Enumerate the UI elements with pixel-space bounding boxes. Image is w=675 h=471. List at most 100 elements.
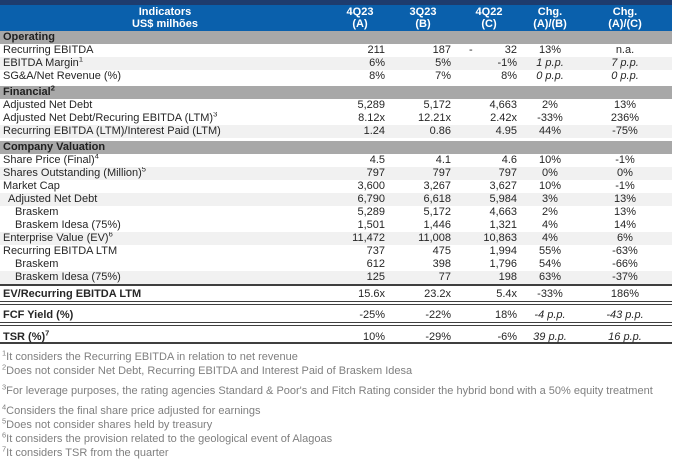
value-cell: 54% [538,258,562,270]
value-cell: n.a. [615,44,635,56]
value-cell: 5,172 [423,206,451,218]
table-row-recurring-ebitda-ltm-interest-paid-ltm: Recurring EBITDA (LTM)/Interest Paid (LT… [0,125,672,138]
footnote-text: It considers the Recurring EBITDA in rel… [6,351,298,363]
value-cell: 23.2x [424,288,451,300]
column-header-line1: 3Q23 [409,6,437,18]
value-cell: 186% [610,288,640,300]
value-cell: 1 p.p. [536,57,564,69]
value-cell: -25% [359,309,385,321]
footnote-7: 7It considers TSR from the quarter [2,444,169,459]
value-cell: 7% [435,70,451,82]
table-row-adjusted-net-debt: Adjusted Net Debt 5,289 5,172 4,663 2% 13% [0,99,672,112]
footnote-text: Does not consider Net Debt, Recurring EB… [6,365,413,377]
table-row-shares-outstanding-million: Shares Outstanding (Million)5 797 797 797 0%… [0,167,672,180]
value-cell: 4.1 [435,154,451,166]
row-label: Recurring EBITDA [3,44,94,56]
footnote-5: 5Does not consider shares held by treasu… [2,416,213,431]
value-cell: 55% [538,245,562,257]
table-row-recurring-ebitda: Recurring EBITDA 211 187 - 32 13% n.a. [0,44,672,57]
table-row-adjusted-net-debt-recuring-ebitda-ltm: Adjusted Net Debt/Recuring EBITDA (LTM)3… [0,112,672,125]
accounting-value: 32 [504,44,517,56]
value-cell: -37% [612,271,638,283]
value-cell: 14% [613,219,637,231]
value-cell: 1,446 [423,219,451,231]
value-cell: 797 [498,167,517,179]
value-cell: 4% [542,219,558,231]
value-cell: -1% [497,57,517,69]
row-label: TSR (%)7 [3,328,50,343]
footnotes: 1It considers the Recurring EBITDA in re… [0,344,675,460]
value-cell: 187 [432,44,451,56]
value-cell: 16 p.p. [608,331,642,343]
value-cell: 398 [432,258,451,270]
table-row-ev-recurring-ebitda-ltm: EV/Recurring EBITDA LTM 15.6x 23.2x 5.4x -33… [0,284,672,301]
row-label: Market Cap [3,180,60,192]
indicators-header-line2: US$ milhões [131,17,199,30]
footnote-3: 3For leverage purposes, the rating agenc… [2,382,653,397]
value-cell: 77 [438,271,451,283]
table-row-recurring-ebitda-ltm: Recurring EBITDA LTM 737 475 1,994 55% -63% [0,245,672,258]
value-cell: 15.6x [358,288,385,300]
value-cell: 8% [369,70,385,82]
value-cell: 1,501 [357,219,385,231]
column-header-line1: 4Q22 [475,6,503,18]
value-cell: 0 p.p. [536,70,564,82]
value-cell: -1% [615,154,635,166]
value-cell: 2.42x [490,112,517,124]
value-cell: 797 [432,167,451,179]
row-label: Recurring EBITDA (LTM)/Interest Paid (LT… [3,125,221,137]
value-cell: 198 [498,271,517,283]
footnote-text: It considers the provision related to th… [6,433,333,445]
value-cell: 1,796 [489,258,517,270]
value-cell: 211 [367,44,385,56]
column-header-chg-a-c: Chg. (A)/(C) [578,6,672,31]
value-cell: -33% [537,112,563,124]
value-cell: 44% [538,125,562,137]
row-label: Adjusted Net Debt/Recuring EBITDA (LTM)3 [3,112,218,124]
section-header-financial: Financial2 [0,84,672,99]
column-header-4q22-c: 4Q22 (C) [456,6,522,31]
table-row-share-price-final: Share Price (Final)4 4.5 4.1 4.6 10% -1% [0,154,672,167]
accounting-minus: - [469,44,473,56]
value-cell: 63% [538,271,562,283]
footnote-text: Considers the final share price adjusted… [6,405,261,417]
value-cell: 10% [362,331,385,343]
value-cell: 18% [494,309,517,321]
value-cell: 3% [542,193,558,205]
value-cell: 5,289 [357,206,385,218]
table-row-adjusted-net-debt: Adjusted Net Debt 6,790 6,618 5,984 3% 13% [0,193,672,206]
row-label: Braskem Idesa (75%) [15,219,121,231]
row-label: Share Price (Final)4 [3,154,99,166]
section-header-company-valuation: Company Valuation [0,141,672,154]
value-cell: 13% [538,44,562,56]
value-cell: 5,172 [423,99,451,111]
value-cell: 4.95 [495,125,517,137]
value-cell: -63% [612,245,638,257]
value-cell: 3,600 [357,180,385,192]
table-row-sg-a-net-revenue: SG&A/Net Revenue (%) 8% 7% 8% 0 p.p. 0 p.p. [0,70,672,83]
value-cell: 13% [613,99,637,111]
value-cell: 4.5 [369,154,385,166]
value-cell: -22% [425,309,451,321]
row-label: Enterprise Value (EV)6 [3,232,113,244]
value-cell: -66% [612,258,638,270]
row-label: Recurring EBITDA LTM [3,245,118,257]
value-cell: 6,618 [423,193,451,205]
value-cell: 4% [542,232,558,244]
row-label: EV/Recurring EBITDA LTM [3,288,142,300]
value-cell: 797 [366,167,385,179]
value-cell: 5,984 [489,193,517,205]
value-cell: 1,321 [489,219,517,231]
value-cell: 737 [366,245,385,257]
value-cell: 0% [617,167,633,179]
value-cell: 612 [366,258,385,270]
value-cell: 475 [432,245,451,257]
table-row-braskem-idesa-75: Braskem Idesa (75%) 1,501 1,446 1,321 4% 14% [0,219,672,232]
table-row-braskem: Braskem 5,289 5,172 4,663 2% 13% [0,206,672,219]
value-cell: 5,289 [357,99,385,111]
value-cell: 10% [538,154,562,166]
column-header-4q23-a: 4Q23 (A) [330,6,390,31]
column-header-line1: Chg. [537,6,563,18]
value-cell: 11,008 [418,232,451,244]
row-label: Adjusted Net Debt [3,99,93,111]
